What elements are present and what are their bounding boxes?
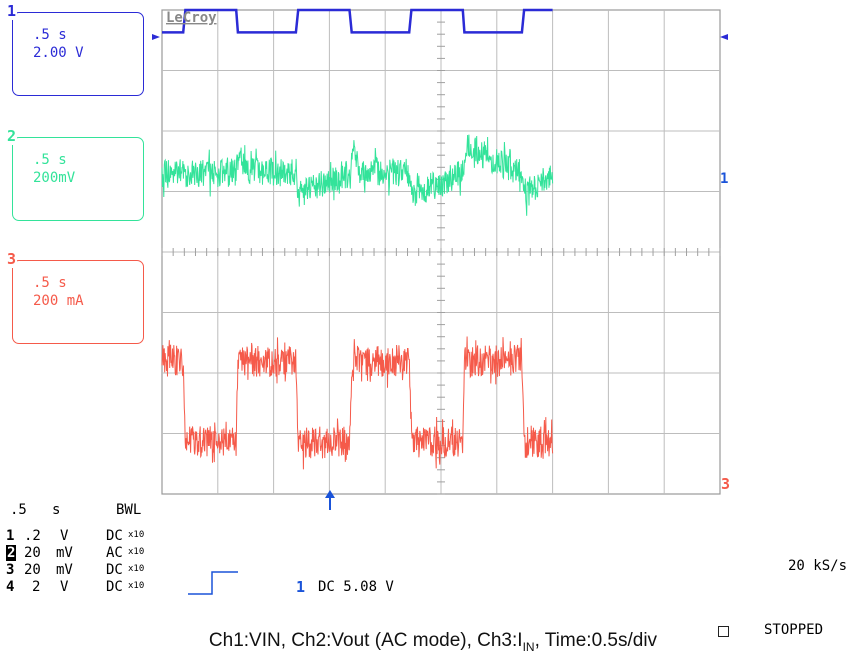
caption-part1: Ch1:VIN, Ch2:Vout (AC mode), Ch3:I	[208, 630, 523, 651]
ch3-number: 3	[6, 250, 18, 268]
trace-ch2	[161, 134, 554, 216]
row-channel: 1	[6, 528, 15, 544]
acquisition-status: STOPPED	[764, 622, 824, 638]
row-volts: 20	[24, 545, 41, 561]
row-channel: 4	[6, 579, 15, 595]
caption-part2: , Time:0.5s/div	[534, 630, 658, 651]
grid-border	[161, 9, 721, 495]
traces	[161, 8, 554, 470]
ch2-right-marker: 1	[720, 171, 728, 187]
row-unit: mV	[56, 545, 73, 561]
row-channel: 2	[6, 545, 17, 561]
row-unit: V	[60, 579, 69, 595]
grid	[161, 9, 721, 495]
row-unit: mV	[56, 562, 73, 578]
acquisition-status-box	[718, 626, 729, 637]
row-coupling: AC	[106, 545, 123, 561]
row-probe: x10	[128, 530, 145, 540]
row-volts: 20	[24, 562, 41, 578]
row-volts: 2	[32, 579, 41, 595]
timebase-value: .5	[10, 502, 27, 518]
ch1-timebase: .5 s	[33, 27, 67, 43]
ch3-info-box: .5 s 200 mA	[12, 260, 144, 344]
trigger-slope-icon	[188, 571, 238, 595]
ch2-info-box: .5 s 200mV	[12, 137, 144, 221]
ch3-timebase: .5 s	[33, 275, 67, 291]
ch1-scale: 2.00 V	[33, 45, 84, 61]
row-coupling: DC	[106, 579, 123, 595]
caption-subscript: IN	[522, 639, 535, 654]
brand-logo: LeCroy	[166, 10, 217, 26]
row-channel: 3	[6, 562, 15, 578]
trace-line	[161, 336, 554, 470]
ch2-scale: 200mV	[33, 170, 76, 186]
trace-ch3	[161, 336, 554, 470]
trigger-position-arrow	[325, 490, 335, 510]
ch1-number: 1	[6, 2, 18, 20]
ch1-info-box: .5 s 2.00 V	[12, 12, 144, 96]
ch1-right-marker	[720, 34, 728, 40]
trace-ch1	[162, 8, 553, 34]
row-probe: x10	[128, 547, 145, 557]
row-unit: V	[60, 528, 69, 544]
ch2-number: 2	[6, 127, 18, 145]
trigger-level: DC 5.08 V	[318, 579, 394, 595]
ch3-right-marker: 3	[721, 475, 730, 493]
figure-caption: Ch1:VIN, Ch2:Vout (AC mode), Ch3:IIN, Ti…	[0, 630, 866, 654]
trigger-channel: 1	[296, 578, 306, 596]
row-coupling: DC	[106, 528, 123, 544]
timebase-unit: s	[52, 502, 61, 518]
row-volts: .2	[24, 528, 41, 544]
trace-line	[161, 134, 554, 216]
ch3-scale: 200 mA	[33, 293, 84, 309]
row-probe: x10	[128, 564, 145, 574]
sample-rate: 20 kS/s	[788, 558, 848, 574]
row-coupling: DC	[106, 562, 123, 578]
trace-line	[162, 8, 553, 34]
bwl-indicator: BWL	[116, 502, 142, 518]
ch2-timebase: .5 s	[33, 152, 67, 168]
row-probe: x10	[128, 581, 145, 591]
ch1-left-marker	[152, 34, 160, 40]
